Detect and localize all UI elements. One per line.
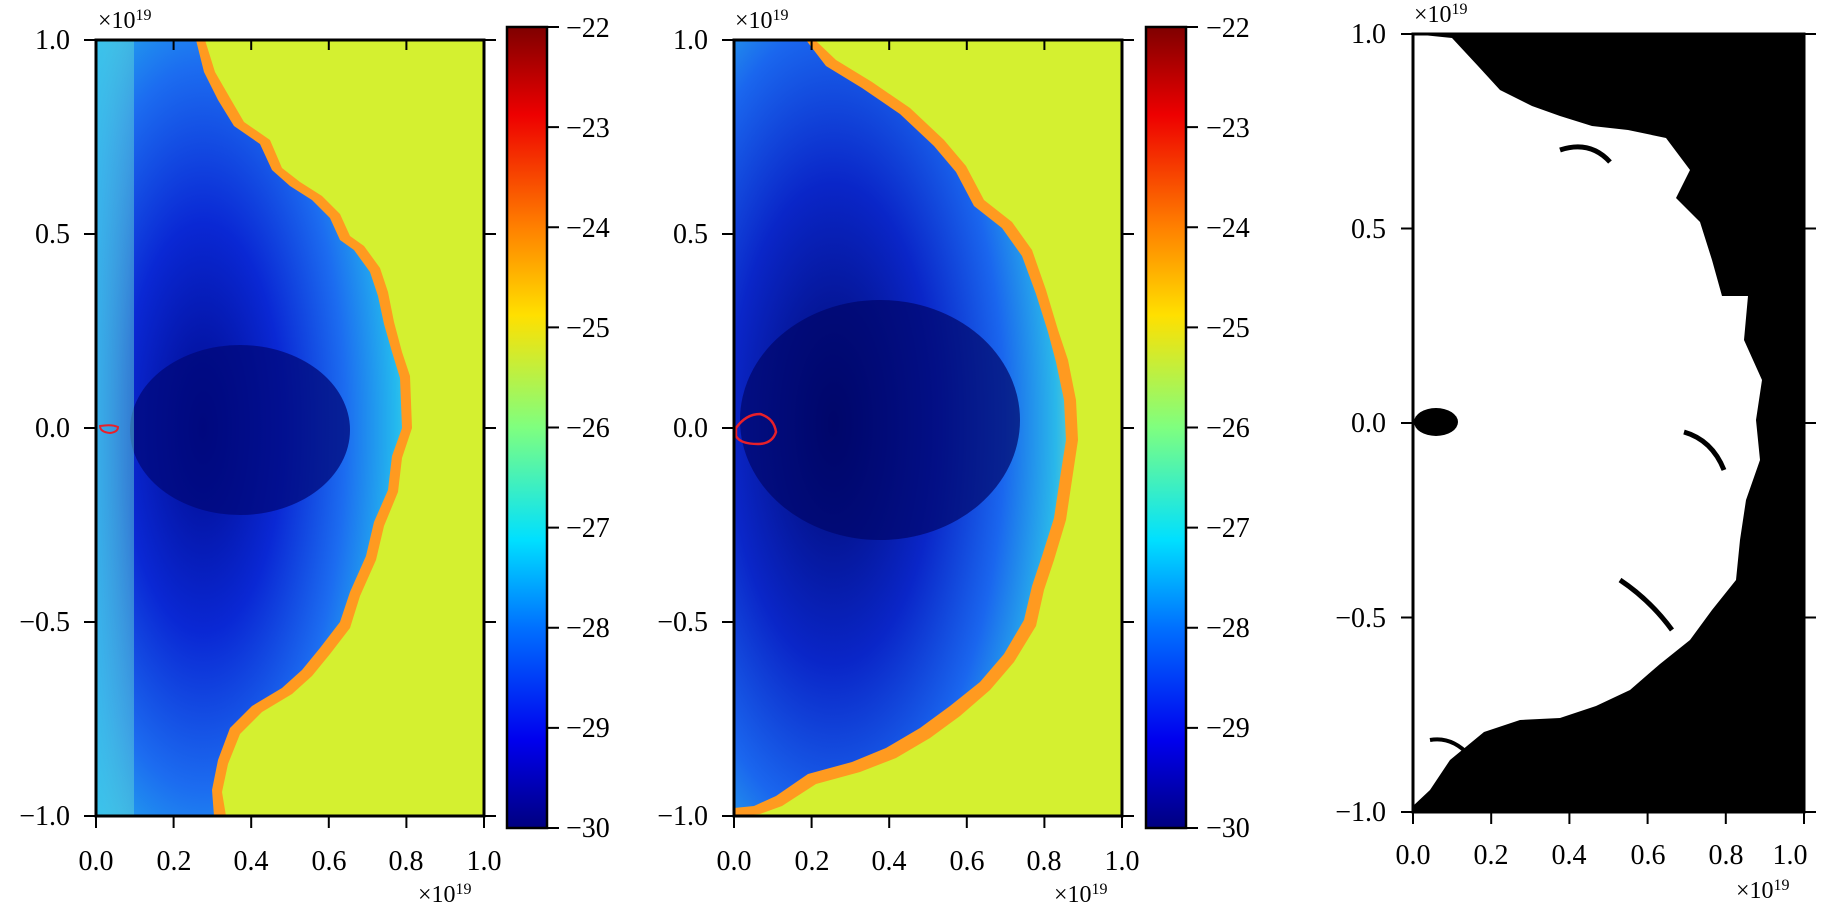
mask-right-image <box>1413 34 1804 812</box>
colorbar-tick-label: −30 <box>1206 813 1250 844</box>
panel-middle: 1.0 0.5 0.0 −0.5 −1.0 0.0 0.2 0.4 0.6 0.… <box>657 7 1250 908</box>
y-tick-label: 1.0 <box>1351 19 1386 50</box>
cavity-core-left <box>130 345 350 515</box>
x-tick-label: 0.6 <box>950 846 985 877</box>
multiplier-exponent: 19 <box>1774 877 1790 894</box>
y-tick-label: 1.0 <box>673 25 708 56</box>
colorbar-tick-label: −30 <box>566 813 610 844</box>
colorbar-tick-label: −24 <box>566 213 610 244</box>
heatmap-middle-image <box>734 40 1122 816</box>
x-tick-label: 1.0 <box>1773 840 1808 871</box>
colorbar-tick-label: −23 <box>566 113 610 144</box>
x-tick-label: 0.0 <box>1396 840 1431 871</box>
x-tick-label: 0.8 <box>1709 840 1744 871</box>
y-tick-labels-left: 1.0 0.5 0.0 −0.5 −1.0 <box>19 25 70 832</box>
colorbar-middle: −22 −23 −24 −25 −26 −27 −28 −29 −30 <box>1144 13 1250 844</box>
y-tick-labels-middle: 1.0 0.5 0.0 −0.5 −1.0 <box>657 25 708 832</box>
colorbar-tick-label: −26 <box>1206 413 1250 444</box>
y-multiplier-left: ×1019 <box>98 7 152 34</box>
panel-left: 1.0 0.5 0.0 −0.5 −1.0 0.0 0.2 0.4 0.6 0.… <box>19 7 610 908</box>
core-blob-right <box>1414 408 1458 436</box>
inflow-strip-left <box>96 40 134 816</box>
x-tick-label: 0.2 <box>157 846 192 877</box>
x-tick-labels-right: 0.0 0.2 0.4 0.6 0.8 1.0 <box>1396 840 1808 871</box>
x-tick-label: 0.0 <box>717 846 752 877</box>
multiplier-base: ×10 <box>418 882 456 908</box>
colorbar-tick-label: −25 <box>1206 313 1250 344</box>
x-multiplier-left: ×1019 <box>418 881 472 908</box>
y-tick-label: −0.5 <box>19 607 70 638</box>
multiplier-exponent: 19 <box>136 7 152 24</box>
y-tick-label: −0.5 <box>1335 603 1386 634</box>
x-tick-label: 1.0 <box>467 846 502 877</box>
colorbar-tick-label: −23 <box>1206 113 1250 144</box>
contour-middle <box>734 412 778 446</box>
colorbar-left: −22 −23 −24 −25 −26 −27 −28 −29 −30 <box>505 13 610 844</box>
x-tick-label: 1.0 <box>1105 846 1140 877</box>
y-tick-label: −0.5 <box>657 607 708 638</box>
filament-right <box>1683 429 1727 471</box>
colorbar-tick-label: −29 <box>566 713 610 744</box>
y-tick-label: 0.5 <box>673 219 708 250</box>
y-multiplier-right: ×1019 <box>1414 1 1468 28</box>
x-tick-label: 0.6 <box>312 846 347 877</box>
colorbar-gradient-middle <box>1144 25 1188 830</box>
y-tick-labels-right: 1.0 0.5 0.0 −0.5 −1.0 <box>1335 19 1386 828</box>
y-tick-label: −1.0 <box>1335 797 1386 828</box>
x-tick-label: 0.8 <box>1027 846 1062 877</box>
heatmap-left-image <box>96 40 484 816</box>
x-tick-label: 0.4 <box>872 846 907 877</box>
x-tick-label: 0.6 <box>1631 840 1666 871</box>
multiplier-exponent: 19 <box>773 7 789 24</box>
x-tick-label: 0.2 <box>795 846 830 877</box>
panel-right: 1.0 0.5 0.0 −0.5 −1.0 0.0 0.2 0.4 0.6 0.… <box>1335 1 1816 904</box>
multiplier-base: ×10 <box>1054 882 1092 908</box>
colorbar-tick-label: −27 <box>566 513 610 544</box>
colorbar-tick-label: −22 <box>566 13 610 44</box>
y-tick-label: 0.0 <box>673 413 708 444</box>
contour-left <box>98 424 120 435</box>
colorbar-gradient-left <box>505 25 549 830</box>
y-multiplier-middle: ×1019 <box>735 7 789 34</box>
cavity-core-middle <box>740 300 1020 540</box>
x-tick-labels-left: 0.0 0.2 0.4 0.6 0.8 1.0 <box>79 846 502 877</box>
x-tick-label: 0.0 <box>79 846 114 877</box>
y-tick-label: 0.5 <box>1351 214 1386 245</box>
multiplier-base: ×10 <box>98 8 136 34</box>
x-tick-label: 0.2 <box>1474 840 1509 871</box>
x-tick-label: 0.4 <box>1552 840 1587 871</box>
bubble-region-right <box>1413 34 1762 806</box>
multiplier-base: ×10 <box>1736 878 1774 904</box>
y-tick-label: −1.0 <box>657 801 708 832</box>
colorbar-tick-label: −28 <box>566 613 610 644</box>
colorbar-tick-label: −28 <box>1206 613 1250 644</box>
y-tick-label: 0.0 <box>1351 408 1386 439</box>
y-tick-label: 0.5 <box>35 219 70 250</box>
colorbar-tick-labels-middle: −22 −23 −24 −25 −26 −27 −28 −29 −30 <box>1206 13 1250 844</box>
multiplier-exponent: 19 <box>456 881 472 898</box>
colorbar-tick-labels-left: −22 −23 −24 −25 −26 −27 −28 −29 −30 <box>566 13 610 844</box>
multiplier-exponent: 19 <box>1092 881 1108 898</box>
y-tick-label: −1.0 <box>19 801 70 832</box>
x-tick-label: 0.4 <box>234 846 269 877</box>
colorbar-tick-label: −29 <box>1206 713 1250 744</box>
multiplier-exponent: 19 <box>1452 1 1468 18</box>
colorbar-tick-label: −22 <box>1206 13 1250 44</box>
colorbar-tick-label: −26 <box>566 413 610 444</box>
colorbar-tick-label: −24 <box>1206 213 1250 244</box>
filament-right <box>1618 577 1675 632</box>
filament-right <box>1559 144 1612 164</box>
x-multiplier-right: ×1019 <box>1736 877 1790 904</box>
x-multiplier-middle: ×1019 <box>1054 881 1108 908</box>
colorbar-tick-label: −25 <box>566 313 610 344</box>
y-tick-label: 0.0 <box>35 413 70 444</box>
filament-right <box>1429 737 1472 758</box>
multiplier-base: ×10 <box>1414 2 1452 28</box>
y-tick-label: 1.0 <box>35 25 70 56</box>
x-tick-labels-middle: 0.0 0.2 0.4 0.6 0.8 1.0 <box>717 846 1140 877</box>
x-tick-label: 0.8 <box>389 846 424 877</box>
multiplier-base: ×10 <box>735 8 773 34</box>
colorbar-tick-label: −27 <box>1206 513 1250 544</box>
